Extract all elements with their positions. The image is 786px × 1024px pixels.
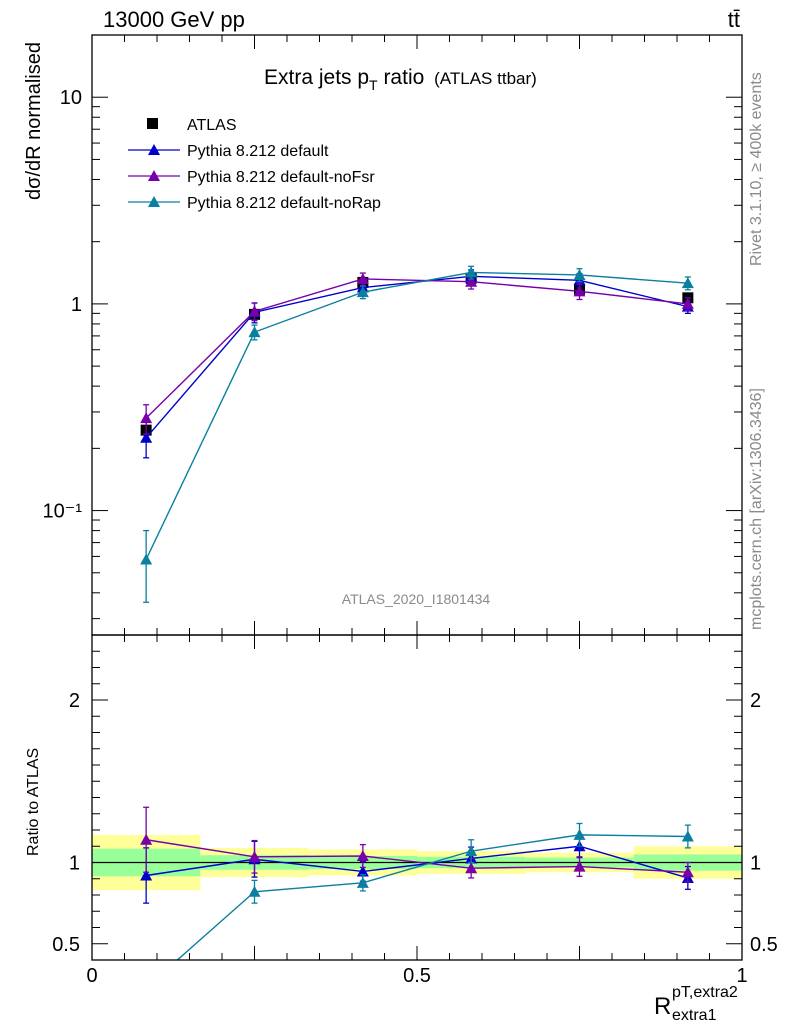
legend-label-norap: Pythia 8.212 default-noRap <box>187 195 381 212</box>
x-tick-label: 1 <box>736 965 747 987</box>
ratio-plot-frame <box>91 634 743 961</box>
x-tick-label: 0 <box>86 965 97 987</box>
main-nofsr-point <box>681 297 694 309</box>
ratio-y-tick-label: 1 <box>69 853 80 875</box>
legend-label-atlas: ATLAS <box>187 117 237 134</box>
main-norap-point <box>573 268 586 280</box>
main-plot-series <box>140 265 694 603</box>
x-tick-label: 0.5 <box>403 965 431 987</box>
main-norap-series-line <box>145 271 688 560</box>
ratio-norap-point <box>573 828 586 840</box>
ratio-nofsr-series <box>140 806 694 883</box>
legend-marker-norap <box>148 196 160 207</box>
legend-label-nofsr: Pythia 8.212 default-noFsr <box>187 169 375 186</box>
main-nofsr-series <box>140 272 694 435</box>
main-y-axis-label: dσ/dR normalised <box>23 42 45 200</box>
title-rest: ratio <box>378 66 425 89</box>
ratio-y-tick-label: 0.5 <box>52 934 80 956</box>
main-y-tick-label: 10 <box>60 87 82 109</box>
legend-marker-nofsr <box>148 170 160 181</box>
ratio-norap-series <box>140 822 694 993</box>
legend-entry-norap: Pythia 8.212 default-noRap <box>128 195 381 212</box>
header-right: tt̄ <box>728 7 740 32</box>
ratio-norap-point <box>356 876 369 888</box>
ratio-default-series-line <box>146 845 689 879</box>
main-norap-point <box>140 553 153 565</box>
main-y-axis-label-text: dσ/dR normalised <box>23 42 45 200</box>
ratio-default-point <box>140 869 153 881</box>
title-subscript: T <box>369 77 378 93</box>
main-y-tick-label: 10⁻¹ <box>43 501 83 523</box>
ratio-norap-point <box>465 845 478 857</box>
ratio-nofsr-point <box>140 833 153 845</box>
ratio-plot-series <box>140 806 694 993</box>
legend-entry-default: Pythia 8.212 default <box>128 143 329 160</box>
ratio-norap-point <box>681 830 694 842</box>
ratio-norap-point <box>140 982 152 993</box>
legend-label-default: Pythia 8.212 default <box>187 143 329 160</box>
main-norap-point <box>681 277 694 289</box>
legend-marker-atlas <box>147 118 158 129</box>
ratio-y-tick-label-right: 2 <box>750 690 761 712</box>
main-norap-point <box>465 266 478 278</box>
ratio-norap-point <box>248 885 261 897</box>
analysis-id-label: ATLAS_2020_I1801434 <box>342 591 491 607</box>
title-tag: (ATLAS ttbar) <box>434 69 537 88</box>
ratio-nofsr-point <box>248 850 261 862</box>
ratio-nofsr-point <box>356 850 369 861</box>
main-norap-point <box>248 326 261 338</box>
mcplots-label: mcplots.cern.ch [arXiv:1306.3436] <box>748 388 765 630</box>
title-main: Extra jets p <box>264 66 369 89</box>
x-axis-label: R pT,extra2 extra1 <box>654 984 738 1024</box>
atlas-data-series <box>140 272 694 436</box>
ratio-y-axis-label: Ratio to ATLAS <box>25 748 42 856</box>
x-axis-label-sup: pT,extra2 <box>672 984 738 1001</box>
ratio-nofsr-point <box>573 860 586 872</box>
x-axis-label-sub: extra1 <box>672 1007 717 1024</box>
main-default-point <box>140 431 153 443</box>
plot-title: Extra jets pT ratio (ATLAS ttbar) <box>264 66 537 93</box>
main-nofsr-point <box>356 272 369 284</box>
legend-entry-atlas: ATLAS <box>147 117 237 134</box>
main-default-series-line <box>145 275 689 439</box>
main-nofsr-point <box>465 275 478 287</box>
ratio-default-point <box>356 865 369 877</box>
rivet-version-label: Rivet 3.1.10, ≥ 400k events <box>748 72 765 266</box>
main-nofsr-point <box>248 305 261 317</box>
main-nofsr-point <box>573 285 586 297</box>
ratio-norap-series-line <box>176 834 688 960</box>
main-norap-point <box>356 286 369 298</box>
header-left: 13000 GeV pp <box>103 7 245 32</box>
main-norap-series <box>140 265 694 603</box>
svg-text:Extra jets pT ratio (ATL: Extra jets pT ratio (ATLAS ttbar) <box>264 66 537 93</box>
x-axis-label-main: R <box>654 993 671 1020</box>
ratio-nofsr-point <box>465 862 478 874</box>
ratio-y-tick-label: 2 <box>69 690 80 712</box>
main-nofsr-point <box>140 412 153 424</box>
main-y-tick-label: 1 <box>71 294 82 316</box>
legend: ATLAS Pythia 8.212 default Pythia 8.212 … <box>128 117 381 212</box>
ratio-y-tick-label-right: 0.5 <box>750 934 778 956</box>
legend-marker-default <box>148 144 160 155</box>
legend-entry-nofsr: Pythia 8.212 default-noFsr <box>128 169 375 186</box>
ratio-y-tick-label-right: 1 <box>750 853 761 875</box>
ratio-nofsr-series-line <box>146 839 688 873</box>
main-default-series <box>140 269 694 459</box>
ratio-nofsr-point <box>681 866 694 878</box>
main-nofsr-series-line <box>145 278 688 419</box>
